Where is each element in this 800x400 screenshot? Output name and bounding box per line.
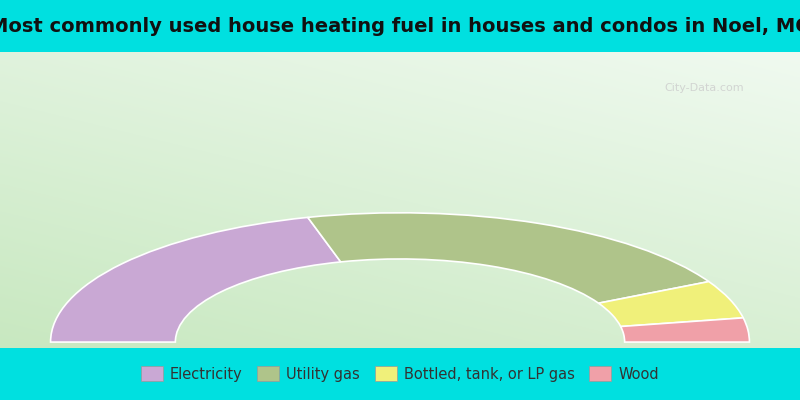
Wedge shape [621,318,750,342]
Wedge shape [598,282,743,326]
Legend: Electricity, Utility gas, Bottled, tank, or LP gas, Wood: Electricity, Utility gas, Bottled, tank,… [135,360,665,388]
Wedge shape [308,213,709,303]
Wedge shape [50,217,341,342]
Text: City-Data.com: City-Data.com [664,82,744,92]
Text: Most commonly used house heating fuel in houses and condos in Noel, MO: Most commonly used house heating fuel in… [0,16,800,36]
